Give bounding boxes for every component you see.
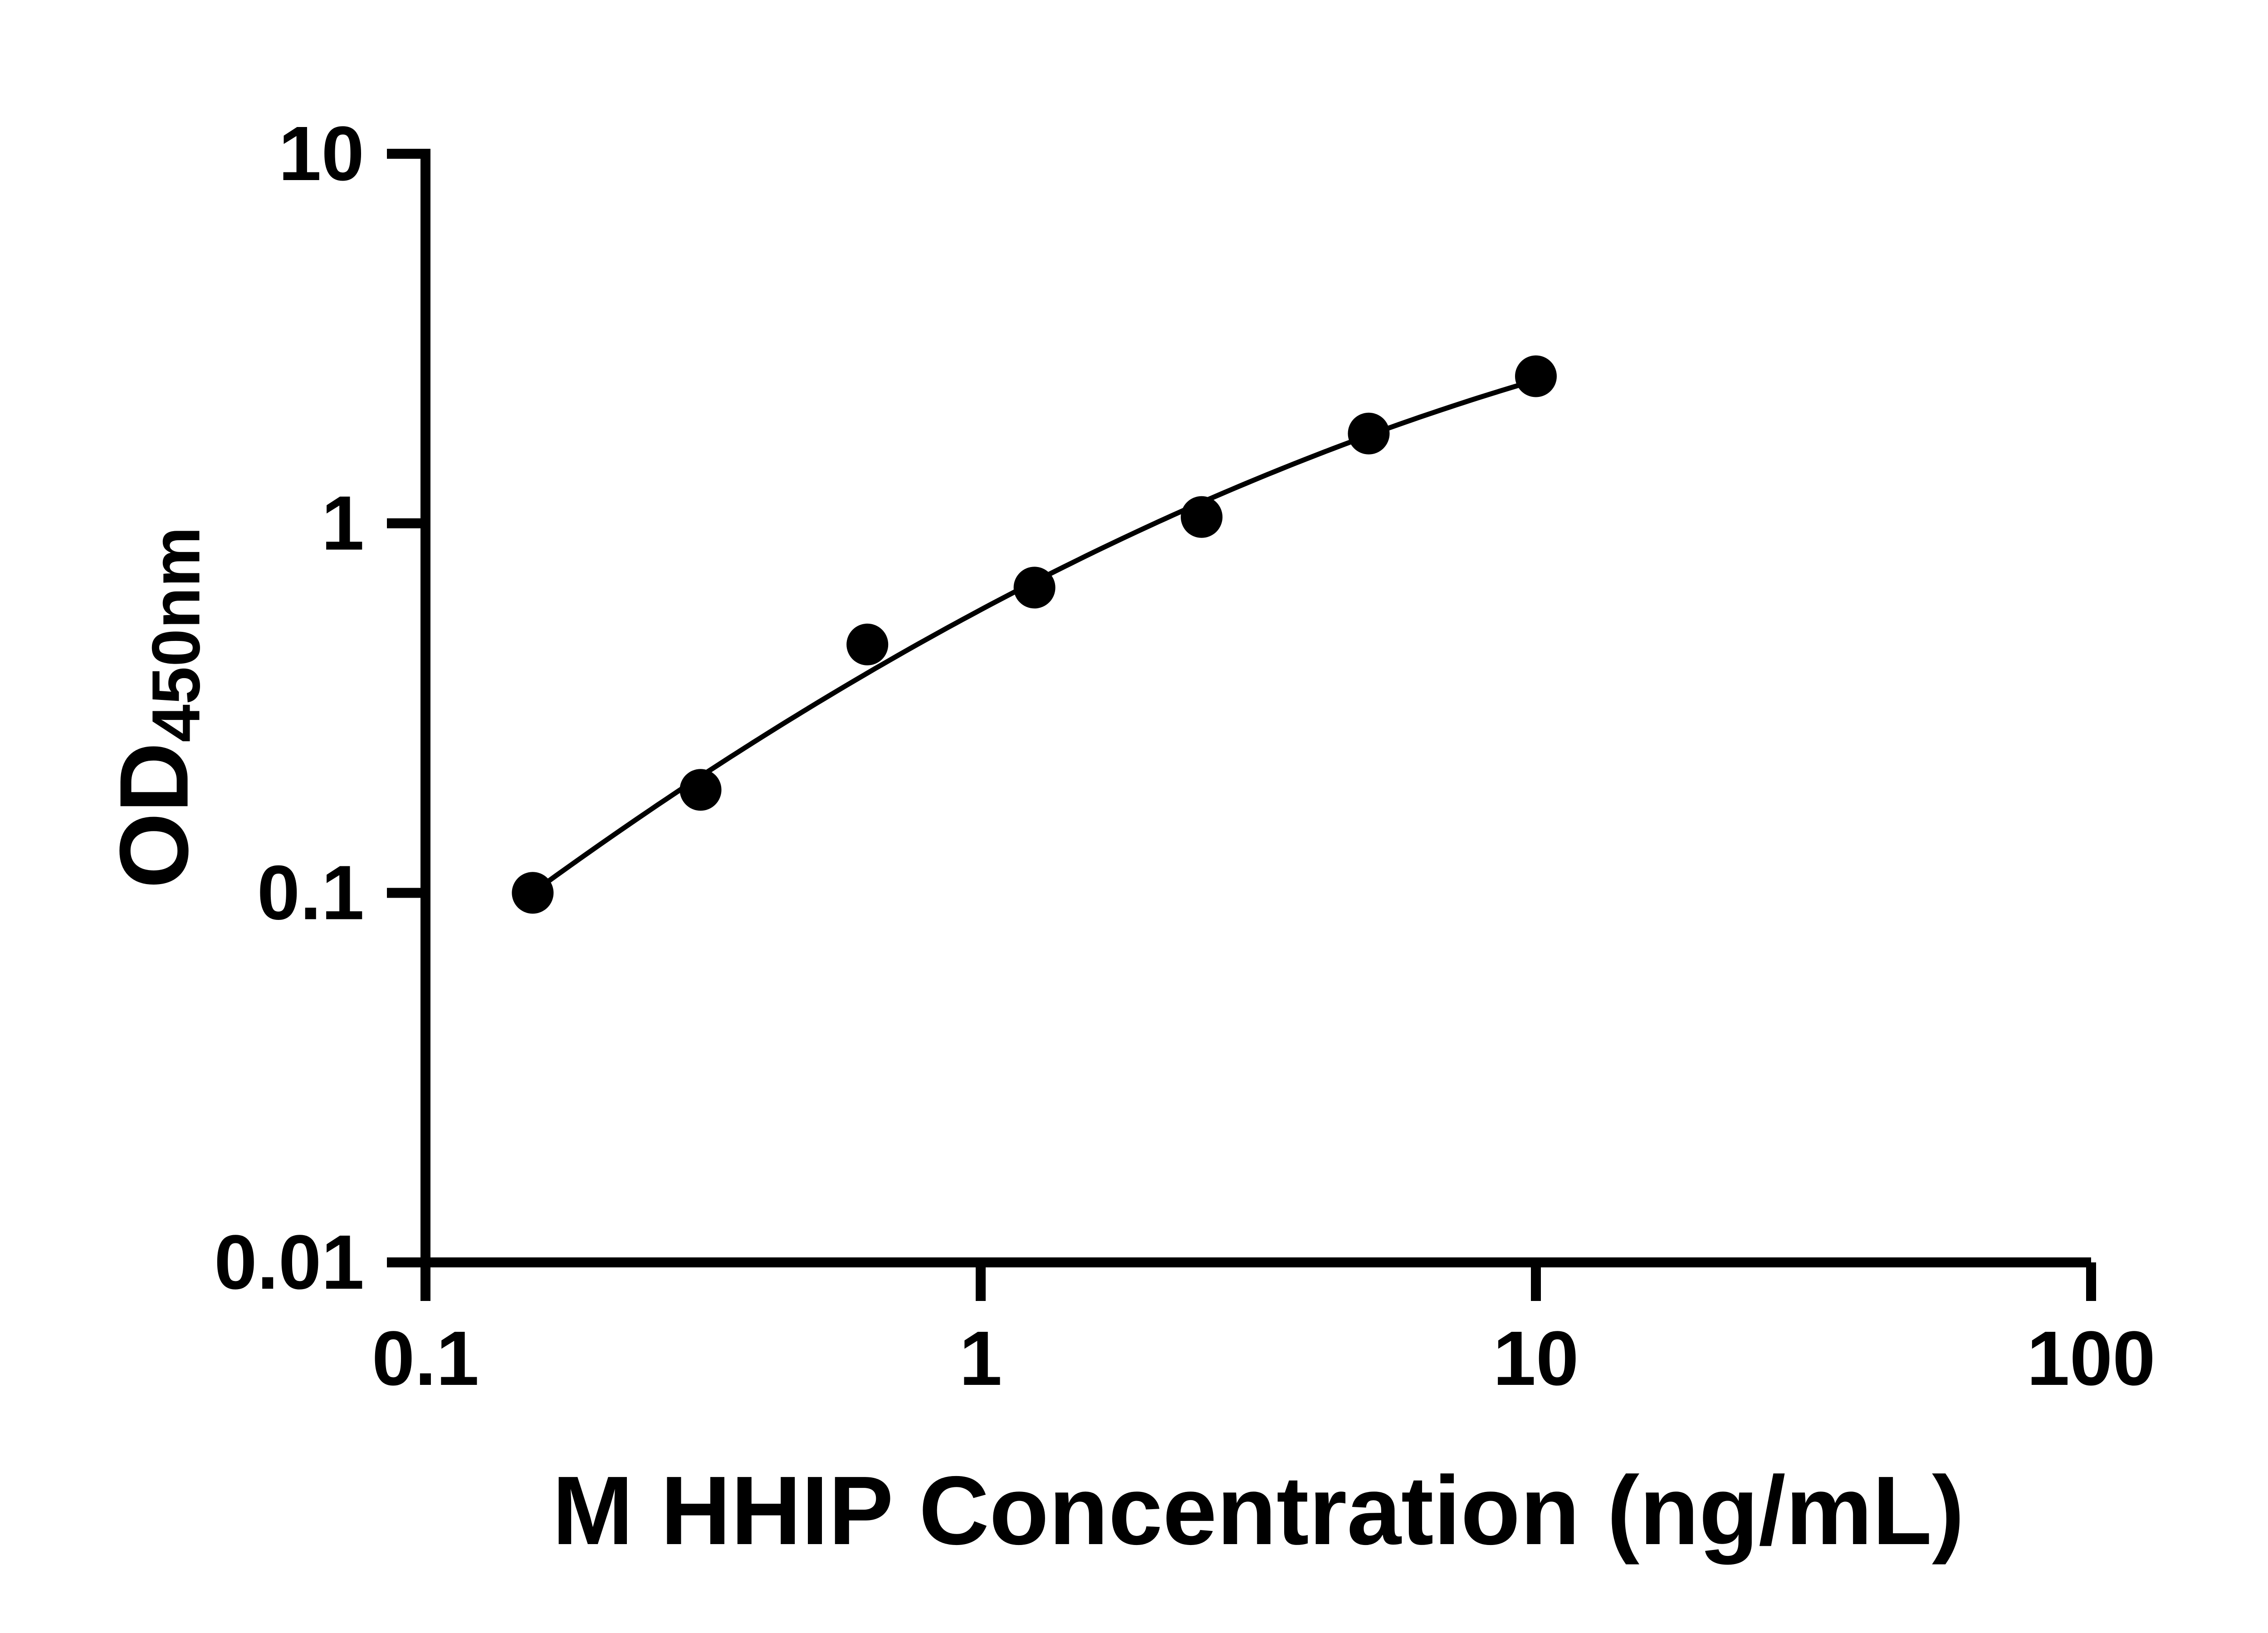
y-axis-title-main: OD	[99, 742, 209, 889]
x-tick-label: 100	[2027, 1315, 2156, 1402]
y-axis-title-sub: 450nm	[137, 527, 214, 743]
data-point	[512, 872, 554, 914]
y-tick-label: 10	[279, 111, 364, 197]
axes	[420, 149, 2091, 1267]
x-tick-label: 0.1	[372, 1315, 479, 1402]
fit-curve	[517, 377, 1539, 905]
y-tick-label: 0.01	[214, 1219, 364, 1305]
data-point	[1348, 412, 1390, 455]
data-point	[1515, 355, 1557, 397]
y-axis-title: OD450nm	[98, 527, 215, 889]
x-axis-title: M HHIP Concentration (ng/mL)	[552, 1456, 1965, 1565]
data-point	[1013, 567, 1056, 609]
y-tick-label: 0.1	[257, 850, 364, 936]
x-tick-label: 1	[959, 1315, 1002, 1402]
x-tick-label: 10	[1493, 1315, 1579, 1402]
data-point	[679, 769, 722, 811]
data-point	[846, 623, 889, 665]
y-tick-label: 1	[321, 480, 364, 567]
data-point	[1181, 496, 1223, 538]
